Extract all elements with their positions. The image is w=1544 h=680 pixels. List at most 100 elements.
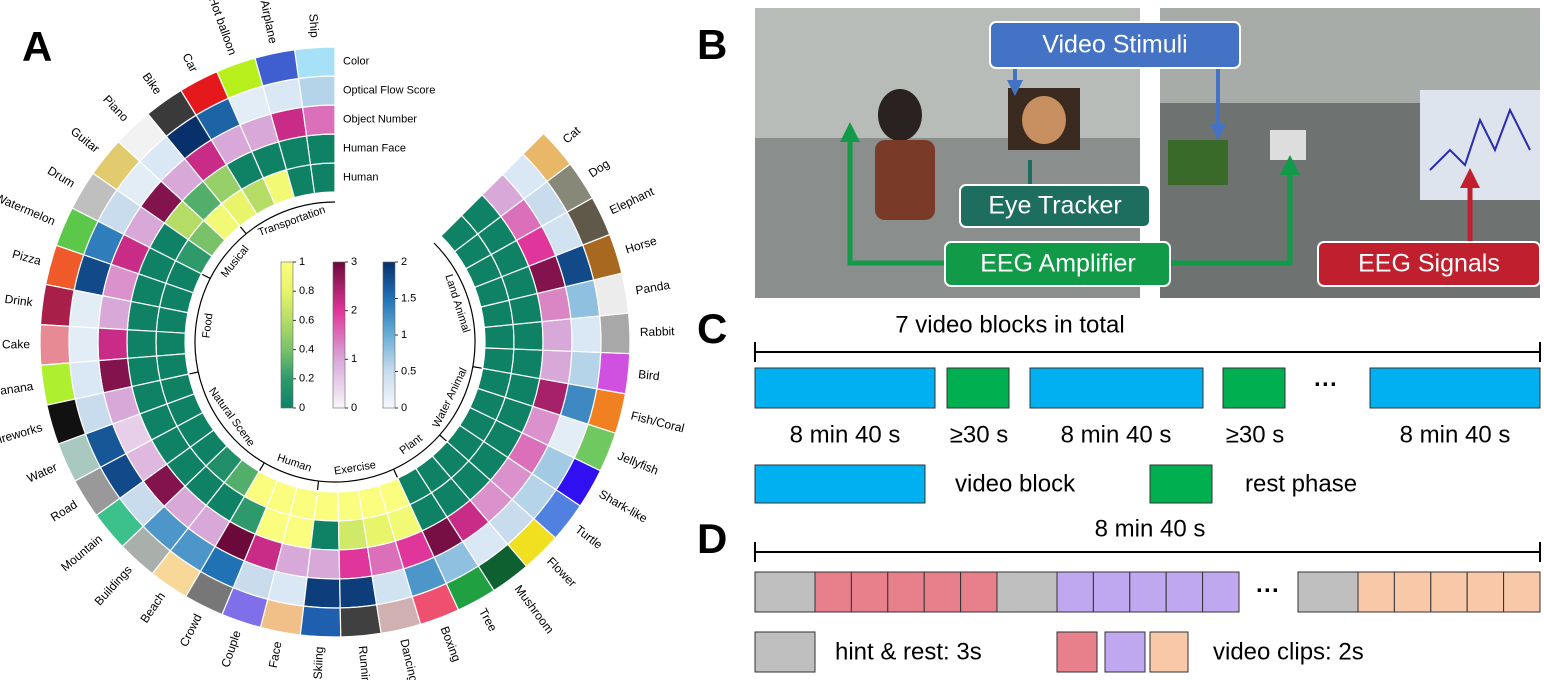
category-label: Fish/Coral bbox=[629, 409, 685, 436]
person bbox=[878, 89, 922, 141]
heat-cell bbox=[297, 75, 336, 108]
eeg-amplifier-label: EEG Amplifier bbox=[980, 250, 1136, 278]
category-label: Skiing bbox=[311, 646, 327, 679]
category-label: Panda bbox=[634, 278, 671, 298]
video-clip bbox=[1357, 571, 1395, 613]
colorbar-tick-label: 1 bbox=[299, 256, 305, 268]
heat-cell bbox=[305, 133, 336, 166]
annotations: Video Stimuli Eye Tracker EEG Amplifier … bbox=[840, 21, 1541, 287]
color-cell bbox=[566, 197, 611, 246]
color-cell bbox=[71, 172, 118, 223]
heat-cell bbox=[570, 315, 602, 354]
amplifier bbox=[1270, 130, 1306, 160]
color-cell bbox=[299, 605, 342, 638]
hint-rest bbox=[754, 571, 816, 613]
arrow bbox=[840, 122, 945, 266]
video-stimuli-label: Video Stimuli bbox=[1042, 31, 1187, 59]
color-cell bbox=[532, 488, 582, 539]
label-box bbox=[1317, 241, 1541, 287]
color-cell bbox=[339, 604, 382, 638]
ring-label: Human Face bbox=[343, 142, 406, 154]
hint-rest bbox=[1297, 571, 1359, 613]
group-tick bbox=[472, 366, 482, 369]
category-label: Guitar bbox=[68, 124, 102, 155]
video-block bbox=[1029, 367, 1204, 409]
heat-cell bbox=[69, 359, 105, 400]
category-label: Car bbox=[179, 51, 200, 75]
color-cell bbox=[293, 46, 336, 80]
heat-cell bbox=[301, 104, 336, 137]
category-label: Cat bbox=[560, 123, 584, 146]
ellipsis: ··· bbox=[1314, 371, 1338, 398]
video-clip bbox=[1056, 571, 1094, 613]
group-tick bbox=[316, 480, 320, 491]
timeline-title: 7 video blocks in total bbox=[895, 311, 1124, 338]
colorbar-tick-label: 3 bbox=[351, 256, 357, 268]
video-clip bbox=[1393, 571, 1432, 613]
colorbar-tick-label: 0.2 bbox=[299, 373, 314, 385]
ring-label: Object Number bbox=[343, 113, 417, 125]
circular-heatmap: Ship Airplane Hot balloon Car Bike PianoGuita… bbox=[0, 0, 686, 680]
heat-cell bbox=[155, 330, 187, 357]
heat-cell bbox=[510, 348, 544, 380]
legend-swatch bbox=[1149, 464, 1213, 504]
eye-tracker-label: Eye Tracker bbox=[988, 192, 1121, 220]
color-cell bbox=[117, 113, 168, 163]
heat-cell bbox=[313, 490, 340, 522]
group-tick bbox=[439, 434, 447, 442]
heat-cell bbox=[68, 325, 100, 364]
group-label: Food bbox=[200, 312, 215, 338]
colorbar bbox=[332, 261, 346, 409]
rest-phase bbox=[1222, 367, 1286, 409]
video-clip bbox=[1503, 571, 1541, 613]
category-label: Ship bbox=[306, 13, 322, 38]
category-label: Rabbit bbox=[640, 324, 676, 339]
video-clip bbox=[814, 571, 852, 613]
category-label: Crowd bbox=[177, 612, 205, 649]
label-box bbox=[959, 184, 1151, 228]
color-cell bbox=[121, 525, 172, 575]
group-tick bbox=[259, 462, 265, 471]
heat-cell bbox=[512, 320, 544, 351]
category-label: Dancing bbox=[397, 638, 421, 680]
color-cell bbox=[375, 595, 422, 635]
legend-swatch bbox=[1149, 631, 1189, 673]
hint-rest bbox=[994, 571, 1058, 613]
colorbar-tick-label: 0 bbox=[299, 402, 305, 414]
heat-cell bbox=[126, 300, 161, 333]
color-cell bbox=[95, 497, 145, 548]
color-cell bbox=[596, 351, 631, 395]
color-cell bbox=[180, 70, 230, 117]
color-cell bbox=[147, 89, 197, 138]
category-label: Dog bbox=[586, 156, 612, 180]
colorbar-tick-label: 0.6 bbox=[299, 314, 314, 326]
rabbit bbox=[1022, 96, 1066, 144]
category-label: Flower bbox=[544, 554, 579, 590]
colorbar bbox=[280, 261, 294, 409]
colorbar-tick-label: 2 bbox=[401, 256, 407, 268]
video-clip bbox=[923, 571, 962, 613]
category-label: Watermelon bbox=[0, 190, 57, 228]
color-cell bbox=[555, 457, 602, 507]
category-label: Buildings bbox=[92, 563, 135, 608]
group-tick bbox=[393, 468, 398, 478]
category-label: Elephant bbox=[607, 184, 656, 217]
video-clip bbox=[850, 571, 889, 613]
monitor bbox=[1168, 140, 1228, 185]
video-clip bbox=[887, 571, 925, 613]
ring-label: Optical Flow Score bbox=[343, 84, 435, 96]
video-clip bbox=[1430, 571, 1468, 613]
group-tick bbox=[201, 273, 211, 279]
category-label: Face bbox=[266, 640, 285, 669]
heat-cell bbox=[306, 547, 341, 580]
video-clip bbox=[1129, 571, 1167, 613]
duration: ≥30 s bbox=[950, 421, 1009, 448]
color-cell bbox=[581, 233, 623, 281]
color-cell bbox=[92, 140, 141, 191]
label-box bbox=[989, 21, 1241, 69]
legend-label: video block bbox=[955, 470, 1076, 497]
category-label: Turtle bbox=[573, 522, 606, 552]
heat-cell bbox=[97, 327, 129, 362]
color-cell bbox=[445, 565, 495, 611]
category-label: Bike bbox=[140, 70, 165, 97]
